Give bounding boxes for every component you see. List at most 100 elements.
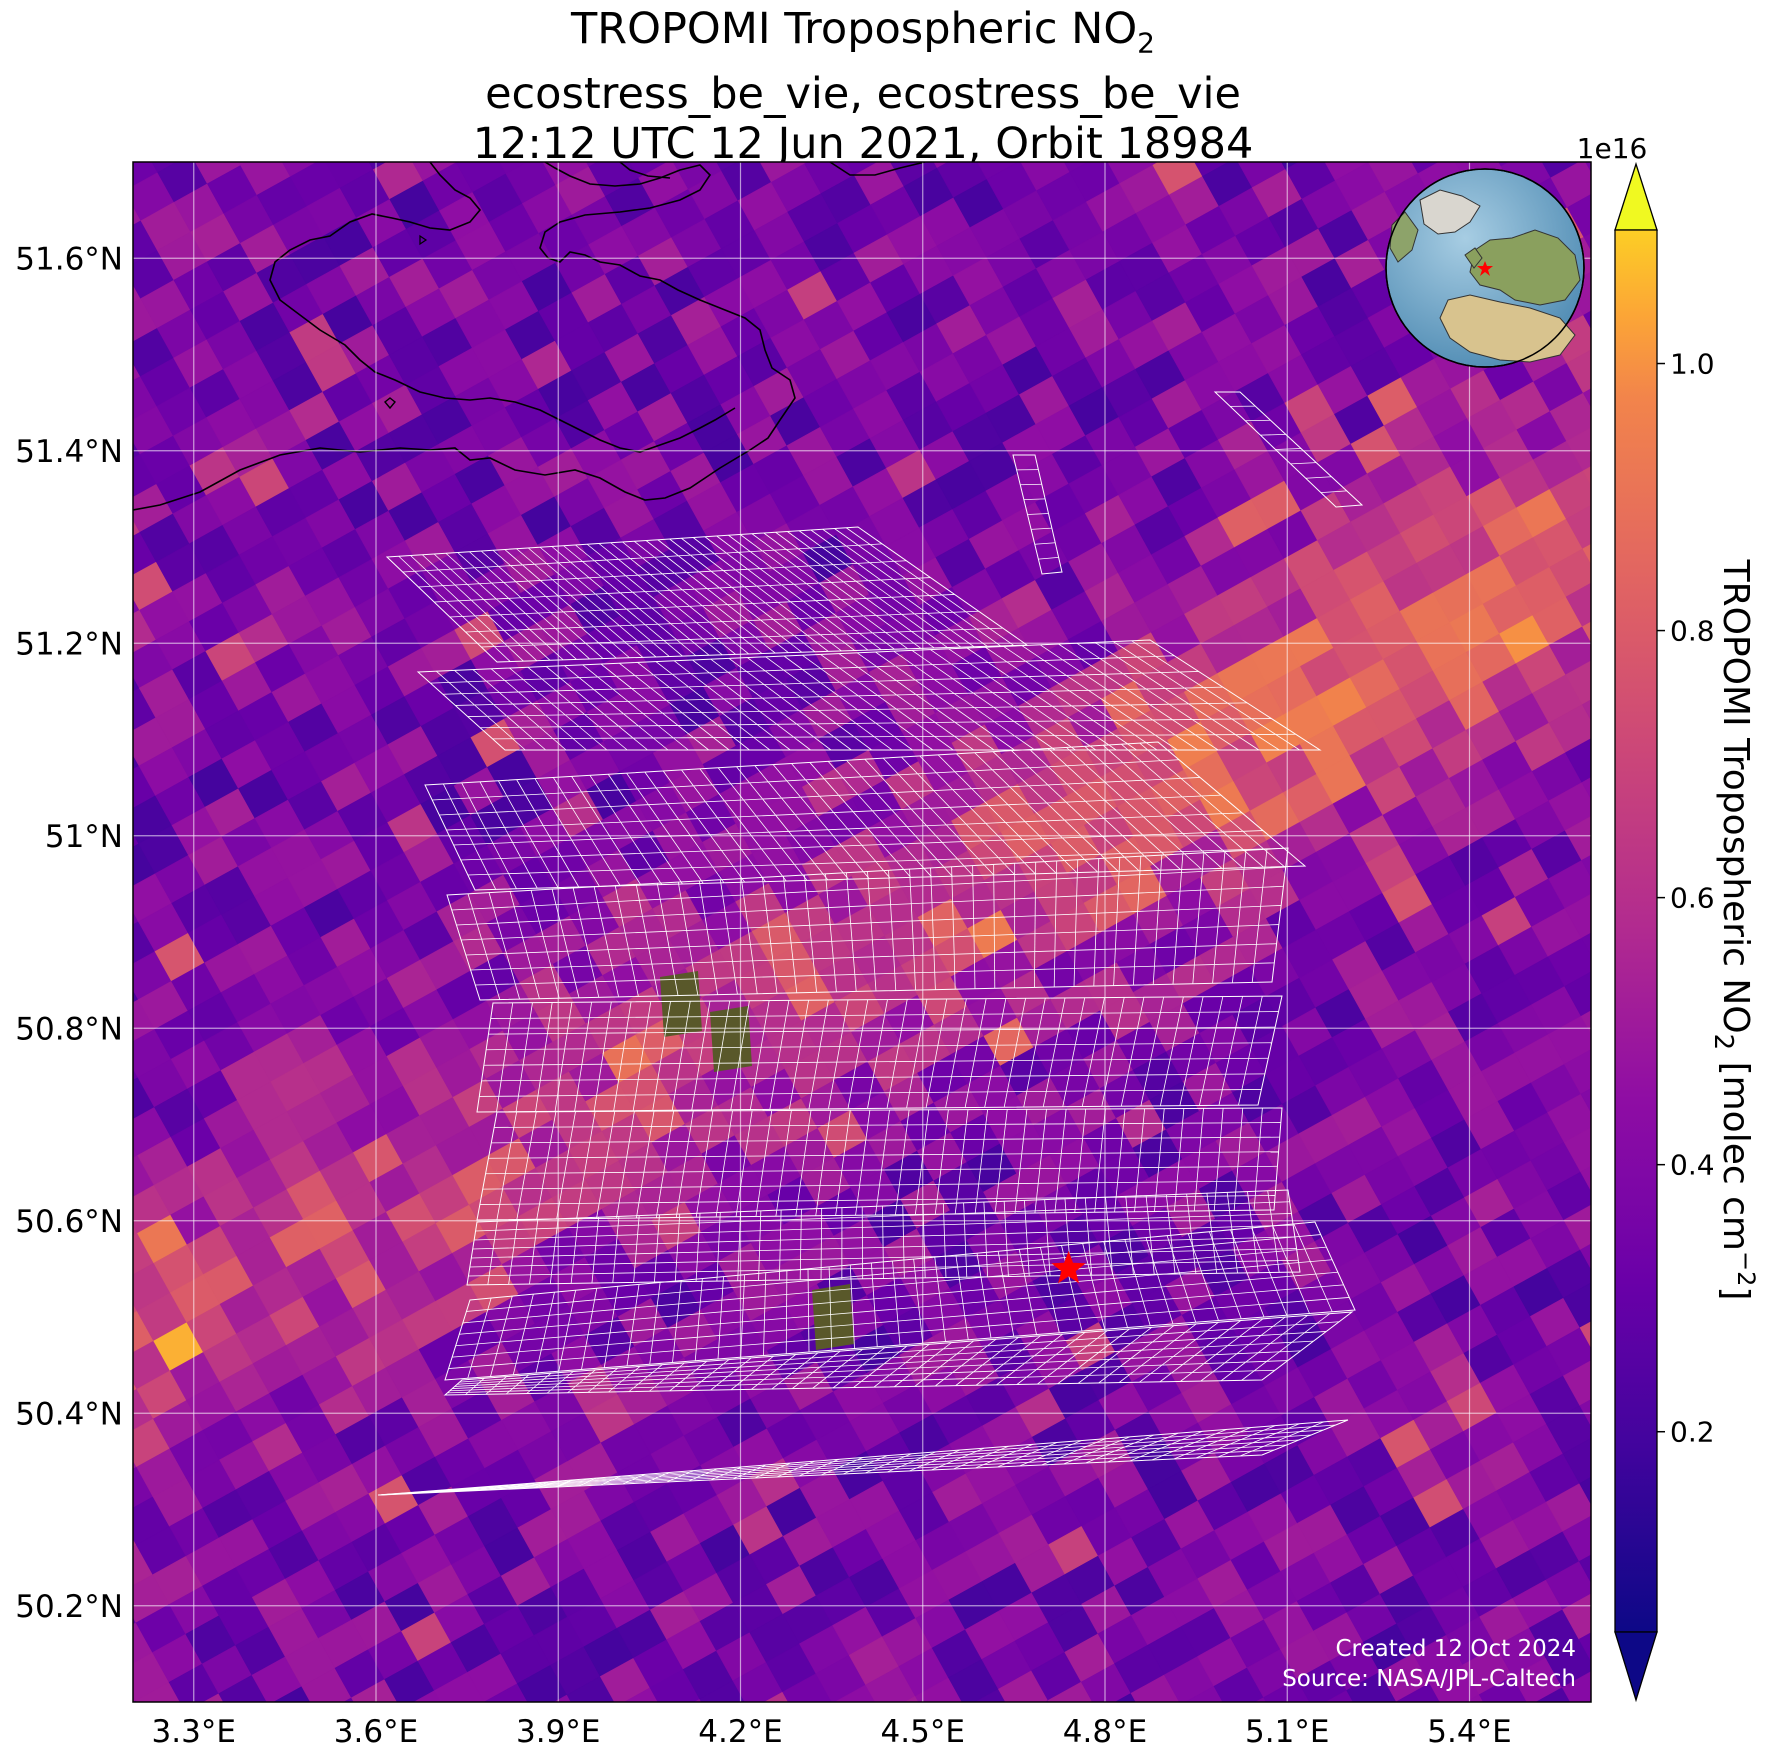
no2-pixel (208, 88, 258, 136)
no2-pixel (483, 1701, 485, 1702)
lon-tick-label: 5.4°E (1427, 1714, 1511, 1750)
no2-pixel (1468, 89, 1518, 137)
no2-pixel (1535, 1687, 1571, 1702)
no2-pixel (1563, 1049, 1591, 1095)
no2-pixel (1565, 738, 1591, 783)
no2-pixel (423, 85, 473, 133)
swath-strip (1012, 454, 1063, 575)
no2-pixel (606, 100, 656, 148)
no2-pixel (1170, 99, 1220, 147)
no2-pixel (235, 1705, 285, 1752)
lon-tick-label: 4.8°E (1063, 1714, 1147, 1750)
no2-pixel (1564, 893, 1591, 939)
no2-pixel (1545, 1638, 1591, 1688)
no2-pixel (1547, 1093, 1591, 1143)
no2-pixel (53, 1689, 103, 1737)
no2-pixel (1545, 1560, 1591, 1611)
no2-pixel (1566, 349, 1591, 394)
no2-pixel (133, 911, 139, 926)
no2-pixel (1548, 704, 1591, 754)
no2-pixel (904, 90, 954, 138)
no2-pixel (1548, 626, 1591, 676)
colorbar: 0.2 0.4 0.6 0.8 1.0 1e16 TROPOMI Tropospheri… (1577, 132, 1760, 1703)
no2-pixel (1585, 162, 1591, 173)
no2-pixel (1546, 1171, 1591, 1221)
credit-created: Created 12 Oct 2024 (1335, 1636, 1576, 1662)
lon-tick-label: 4.5°E (881, 1714, 965, 1750)
no2-pixel (1564, 971, 1591, 1017)
no2-pixel (987, 83, 1037, 131)
no2-pixel (73, 707, 123, 755)
lat-tick-label: 50.2°N (15, 1589, 123, 1625)
no2-pixel (799, 1703, 849, 1751)
no2-pixel (821, 97, 871, 145)
no2-pixel (133, 1067, 139, 1081)
no2-pixel (623, 1687, 659, 1702)
no2-pixel (368, 162, 388, 171)
no2-pixel (655, 111, 705, 159)
no2-pixel (75, 161, 125, 209)
no2-pixel (203, 1693, 224, 1702)
title-line-2: ecostress_be_vie, ecostress_be_vie (485, 68, 1241, 119)
no2-pixel (55, 1144, 105, 1192)
no2-pixel (1562, 1437, 1591, 1484)
no2-pixel (1498, 162, 1510, 167)
target-marker (1051, 1250, 1086, 1284)
no2-pixel (1037, 94, 1087, 142)
no2-pixel (1563, 1204, 1591, 1251)
lat-tick-label: 50.8°N (15, 1011, 123, 1047)
no2-pixel (1114, 1692, 1137, 1702)
no2-pixel (699, 1680, 746, 1702)
no2-pixel (74, 317, 124, 365)
no2-pixel (1044, 1699, 1050, 1702)
no2-pixel (1087, 106, 1137, 154)
no2-pixel (689, 93, 739, 141)
no2-pixel (933, 162, 949, 169)
no2-pixel (1549, 548, 1591, 598)
no2-pixel (1546, 1249, 1591, 1299)
no2-pixel (418, 1720, 468, 1752)
no2-pixel (1583, 232, 1591, 251)
no2-pixel (58, 132, 108, 180)
no2-pixel (803, 162, 809, 165)
no2-pixel (57, 521, 107, 569)
colorbar-tick-label: 1.0 (1670, 348, 1715, 381)
no2-pixel (1582, 466, 1591, 486)
no2-pixel (1541, 162, 1580, 179)
no2-pixel (1579, 1321, 1591, 1349)
no2-pixel (1579, 1699, 1629, 1747)
target-star-icon (1051, 1250, 1086, 1284)
no2-pixel (455, 162, 458, 163)
no2-pixel (56, 910, 106, 958)
swath-grid (377, 1419, 1349, 1496)
no2-pixel (1203, 80, 1253, 128)
no2-pixel (1478, 1675, 1528, 1702)
no2-pixel (70, 1641, 120, 1689)
no2-pixel (73, 551, 123, 599)
no2-pixel (1184, 1685, 1224, 1702)
no2-pixel (133, 1146, 139, 1159)
ecostress-swath-outlines (377, 391, 1364, 1496)
credit-source: Source: NASA/JPL-Caltech (1282, 1666, 1576, 1692)
no2-pixel (473, 96, 523, 144)
no2-pixel (307, 110, 357, 158)
no2-pixel (1561, 1671, 1591, 1702)
no2-pixel (273, 1686, 311, 1702)
colorbar-tick-label: 0.8 (1670, 615, 1715, 648)
no2-pixel (1545, 1483, 1591, 1533)
no2-pixel (855, 79, 905, 127)
no2-pixel (1197, 1716, 1247, 1752)
no2-pixel (58, 287, 108, 335)
colorbar-extend-min (1614, 1631, 1658, 1703)
no2-pixel (1194, 162, 1230, 177)
no2-pixel (1595, 1729, 1645, 1752)
no2-pixel (281, 162, 318, 178)
no2-pixel (218, 1674, 268, 1702)
no2-pixel (285, 1716, 335, 1752)
no2-pixel (523, 107, 573, 155)
no2-pixel (629, 162, 669, 179)
colorbar-label: TROPOMI Tropospheric NO2 [molec cm−2] (1708, 559, 1760, 1301)
map-frame (132, 161, 1592, 1703)
no2-pixel (1512, 1736, 1562, 1752)
